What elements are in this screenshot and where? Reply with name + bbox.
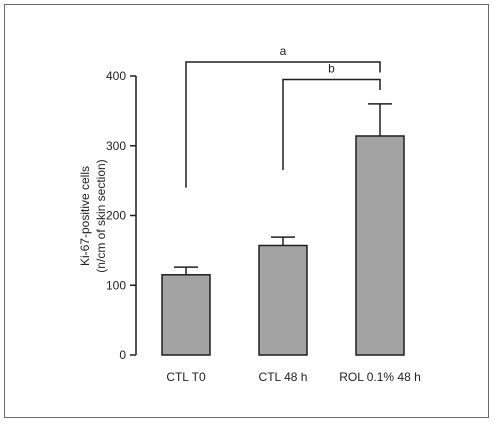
y-axis-title: Ki-67-positive cells (n/cm of skin secti… <box>78 159 108 272</box>
bar-0 <box>161 274 211 356</box>
figure-frame <box>4 4 489 418</box>
significance-label-a: a <box>280 44 287 58</box>
x-category-label-0: CTL T0 <box>166 370 206 384</box>
bar-1 <box>258 244 308 356</box>
x-category-label-2: ROL 0.1% 48 h <box>339 370 421 384</box>
significance-bracket-b <box>282 78 381 171</box>
y-tick-label-4: 400 <box>106 69 126 83</box>
x-category-label-1: CTL 48 h <box>259 370 308 384</box>
significance-bracket-a <box>185 61 381 188</box>
y-tick-label-0: 0 <box>119 348 126 362</box>
y-axis-title-line-1: Ki-67-positive cells <box>78 166 92 266</box>
y-tick-label-3: 300 <box>106 139 126 153</box>
y-tick-label-1: 100 <box>106 278 126 292</box>
y-axis-title-line-2: (n/cm of skin section) <box>94 159 108 272</box>
bar-2 <box>355 135 405 356</box>
significance-label-b: b <box>328 61 335 75</box>
y-tick-label-2: 200 <box>106 209 126 223</box>
